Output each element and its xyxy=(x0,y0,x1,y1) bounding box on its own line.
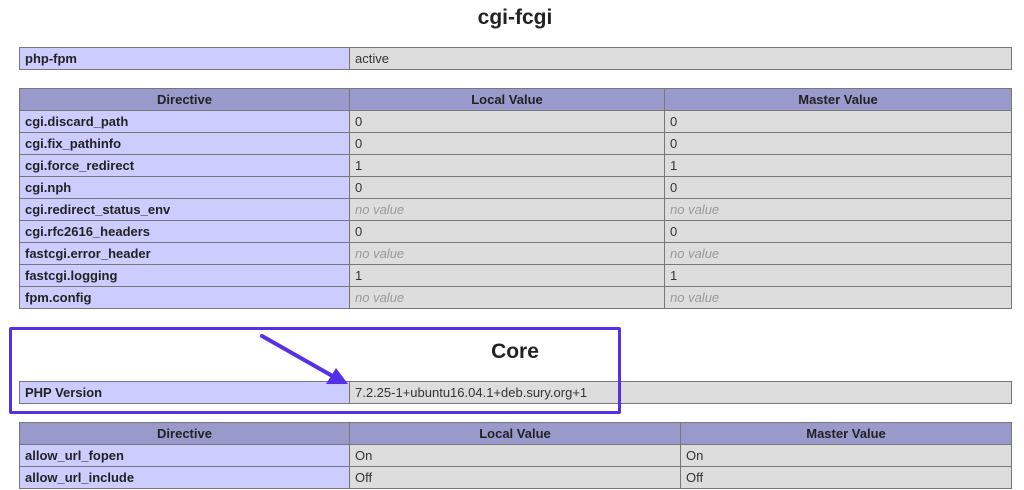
header-directive: Directive xyxy=(19,88,350,111)
master-value: 0 xyxy=(664,110,1012,133)
directive-name: fastcgi.logging xyxy=(19,264,350,287)
local-value: 0 xyxy=(349,110,665,133)
section-title-cgi-fcgi: cgi-fcgi xyxy=(477,6,553,29)
info-value: active xyxy=(349,47,1012,70)
no-value: no value xyxy=(355,290,405,305)
table-row: cgi.force_redirect 1 1 xyxy=(19,154,1012,177)
directive-name: fastcgi.error_header xyxy=(19,242,350,265)
local-value: On xyxy=(349,444,681,467)
local-value: 1 xyxy=(349,264,665,287)
section-title-core: Core xyxy=(491,340,539,363)
directive-name: cgi.discard_path xyxy=(19,110,350,133)
table-header-row: Directive Local Value Master Value xyxy=(19,422,1012,445)
table-row: cgi.nph 0 0 xyxy=(19,176,1012,199)
table-row: cgi.redirect_status_env no value no value xyxy=(19,198,1012,221)
directive-name: cgi.nph xyxy=(19,176,350,199)
core-info-table: PHP Version 7.2.25-1+ubuntu16.04.1+deb.s… xyxy=(19,381,1012,404)
core-directive-table: Directive Local Value Master Value allow… xyxy=(19,422,1012,489)
table-row: cgi.discard_path 0 0 xyxy=(19,110,1012,133)
no-value: no value xyxy=(355,246,405,261)
info-value: 7.2.25-1+ubuntu16.04.1+deb.sury.org+1 xyxy=(349,381,1012,404)
directive-name: fpm.config xyxy=(19,286,350,309)
info-label: PHP Version xyxy=(19,381,350,404)
master-value: 0 xyxy=(664,132,1012,155)
no-value: no value xyxy=(670,290,720,305)
no-value: no value xyxy=(355,202,405,217)
directive-name: cgi.rfc2616_headers xyxy=(19,220,350,243)
table-row: fastcgi.logging 1 1 xyxy=(19,264,1012,287)
info-label: php-fpm xyxy=(19,47,350,70)
no-value: no value xyxy=(670,246,720,261)
local-value: no value xyxy=(349,198,665,221)
header-local-value: Local Value xyxy=(349,422,681,445)
table-row: allow_url_include Off Off xyxy=(19,466,1012,489)
master-value: no value xyxy=(664,242,1012,265)
directive-name: cgi.force_redirect xyxy=(19,154,350,177)
local-value: 0 xyxy=(349,132,665,155)
cgi-fcgi-directive-table: Directive Local Value Master Value cgi.d… xyxy=(19,88,1012,309)
local-value: 0 xyxy=(349,176,665,199)
highlight-box xyxy=(9,327,621,414)
table-row: cgi.fix_pathinfo 0 0 xyxy=(19,132,1012,155)
master-value: no value xyxy=(664,198,1012,221)
table-row: allow_url_fopen On On xyxy=(19,444,1012,467)
master-value: Off xyxy=(680,466,1012,489)
table-row: php-fpm active xyxy=(19,47,1012,70)
no-value: no value xyxy=(670,202,720,217)
table-row: fpm.config no value no value xyxy=(19,286,1012,309)
header-master-value: Master Value xyxy=(664,88,1012,111)
local-value: 0 xyxy=(349,220,665,243)
master-value: On xyxy=(680,444,1012,467)
header-master-value: Master Value xyxy=(680,422,1012,445)
table-header-row: Directive Local Value Master Value xyxy=(19,88,1012,111)
directive-name: allow_url_fopen xyxy=(19,444,350,467)
directive-name: cgi.redirect_status_env xyxy=(19,198,350,221)
master-value: 1 xyxy=(664,154,1012,177)
table-row: fastcgi.error_header no value no value xyxy=(19,242,1012,265)
master-value: 1 xyxy=(664,264,1012,287)
table-row: PHP Version 7.2.25-1+ubuntu16.04.1+deb.s… xyxy=(19,381,1012,404)
master-value: no value xyxy=(664,286,1012,309)
directive-name: allow_url_include xyxy=(19,466,350,489)
local-value: Off xyxy=(349,466,681,489)
cgi-fcgi-info-table: php-fpm active xyxy=(19,47,1012,70)
local-value: no value xyxy=(349,242,665,265)
